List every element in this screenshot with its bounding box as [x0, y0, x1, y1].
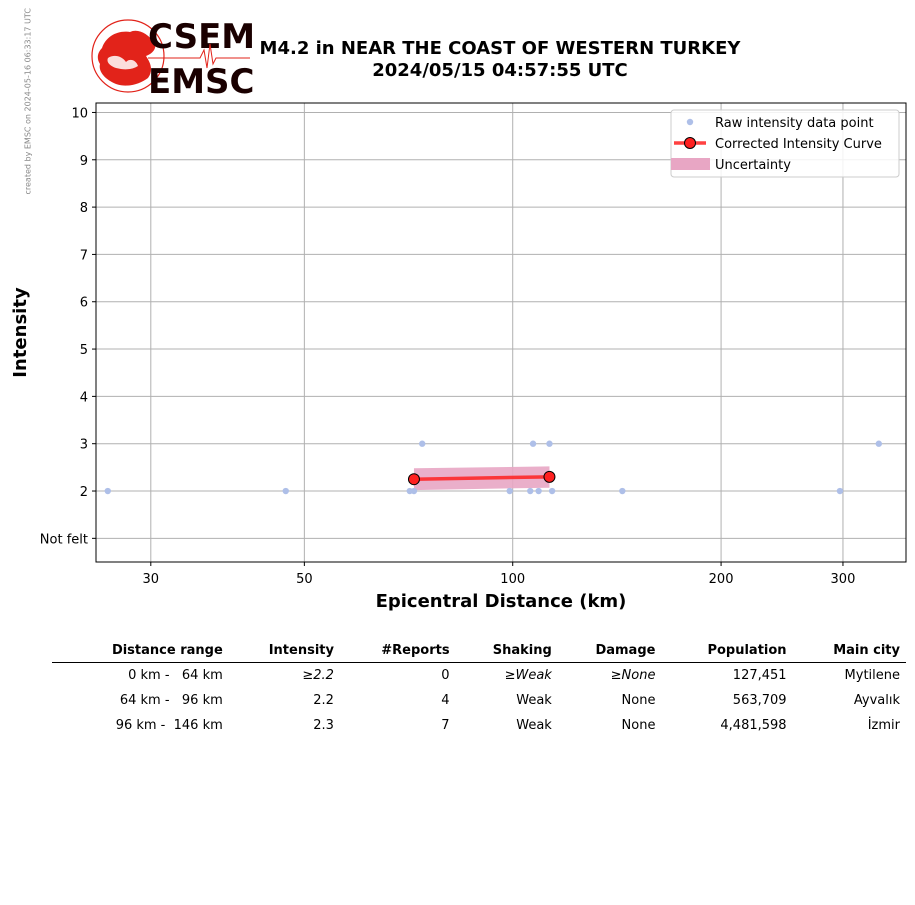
col-shaking: Shaking [455, 640, 558, 663]
cell-main-city: Ayvalık [853, 693, 900, 708]
cell-shaking: Weak [516, 718, 552, 733]
plot-frame [95, 102, 907, 563]
corrected-curve-line [413, 475, 550, 481]
col-main-city: Main city [792, 640, 906, 663]
raw-data-point [548, 487, 556, 495]
raw-data-point [546, 440, 553, 447]
raw-data-point [535, 487, 542, 495]
cell-population: 127,451 [732, 668, 787, 683]
legend-raw-label: Raw intensity data point [715, 116, 874, 131]
y-tick-label: 4 [80, 390, 88, 405]
cell-intensity: 2.2 [313, 693, 334, 708]
raw-data-point [619, 487, 626, 495]
cell-population: 563,709 [732, 693, 787, 708]
y-tick-label: 5 [80, 343, 88, 358]
cell-main-city: Mytilene [844, 668, 900, 683]
y-tick-label: 2 [80, 485, 88, 500]
raw-data-point [506, 487, 513, 495]
y-tick-label: 9 [80, 154, 88, 169]
raw-data-point [410, 487, 418, 495]
x-tick-label: 50 [296, 572, 313, 587]
legend-curve-label: Corrected Intensity Curve [715, 137, 882, 152]
cell-intensity: ≥2.2 [302, 668, 334, 683]
cell-reports: 0 [441, 668, 450, 683]
chart-title-line2: 2024/05/15 04:57:55 UTC [372, 60, 628, 81]
y-tick-label: 10 [71, 106, 88, 121]
col-intensity: Intensity [228, 640, 340, 663]
raw-data-point [419, 440, 426, 447]
cell-damage: None [621, 693, 656, 708]
cell-shaking: ≥Weak [504, 668, 552, 683]
raw-points-layer [104, 440, 883, 495]
cell-distance-range: 64 km - 96 km [119, 693, 223, 708]
table-row: 0 km - 64 km ≥2.2 0 ≥Weak ≥None 127,451 … [52, 663, 906, 689]
y-axis-label: Intensity [10, 287, 31, 378]
cell-intensity: 2.3 [313, 718, 334, 733]
y-tick-labels: Not felt 2 3 4 5 6 7 8 9 10 [40, 106, 96, 547]
y-tick-label: 7 [80, 248, 88, 263]
col-population: Population [661, 640, 793, 663]
y-tick-label: 6 [80, 296, 88, 311]
raw-data-point [875, 440, 883, 447]
cell-main-city: İzmir [867, 718, 900, 733]
chart-legend: Raw intensity data point Corrected Intens… [670, 109, 900, 178]
x-tick-label: 30 [143, 572, 160, 587]
cell-shaking: Weak [516, 693, 552, 708]
raw-data-point [527, 487, 534, 495]
cell-damage: None [621, 718, 656, 733]
table-row: 96 km - 146 km 2.3 7 Weak None 4,481,598… [52, 713, 906, 738]
logo-bottom-text: EMSC [148, 62, 255, 98]
cell-distance-range: 0 km - 64 km [128, 668, 223, 683]
x-tick-label: 200 [709, 572, 734, 587]
table-header-row: Distance range Intensity #Reports Shakin… [52, 640, 906, 663]
cell-population: 4,481,598 [720, 718, 787, 733]
legend-box [670, 109, 900, 178]
x-axis-label: Epicentral Distance (km) [376, 591, 627, 612]
raw-data-point [836, 487, 844, 495]
col-damage: Damage [557, 640, 662, 663]
intensity-chart: 30 50 100 200 300 Not felt 2 3 4 5 6 7 8 9 10 Epicent… [10, 102, 907, 612]
logo-top-text: CSEM [148, 18, 255, 57]
intensity-summary-table: Distance range Intensity #Reports Shakin… [52, 640, 906, 738]
legend-band-swatch [671, 158, 710, 170]
cell-reports: 7 [441, 718, 450, 733]
col-reports: #Reports [339, 640, 456, 663]
table-row: 64 km - 96 km 2.2 4 Weak None 563,709 Ay… [52, 688, 906, 713]
cell-reports: 4 [441, 693, 450, 708]
y-tick-label: Not felt [40, 532, 88, 547]
y-tick-label: 3 [80, 438, 88, 453]
cell-damage: ≥None [610, 668, 656, 683]
corrected-curve-marker [543, 470, 556, 483]
raw-data-point [104, 487, 111, 495]
chart-title-line1: M4.2 in NEAR THE COAST OF WESTERN TURKEY [259, 38, 741, 59]
x-tick-label: 100 [500, 572, 525, 587]
legend-raw-marker [686, 118, 694, 126]
x-tick-label: 300 [831, 572, 856, 587]
chart-title: M4.2 in NEAR THE COAST OF WESTERN TURKEY… [220, 38, 780, 82]
corrected-curve-marker [407, 473, 420, 486]
legend-band-label: Uncertainty [715, 158, 791, 173]
corrected-curve-layer [407, 470, 556, 486]
emsc-logo: CSEM EMSC [91, 18, 255, 98]
legend-curve-marker [684, 137, 696, 149]
y-tick-label: 8 [80, 201, 88, 216]
raw-data-point [529, 440, 537, 447]
raw-data-point [282, 487, 289, 495]
x-tick-labels: 30 50 100 200 300 [143, 562, 856, 587]
cell-distance-range: 96 km - 146 km [115, 718, 223, 733]
col-distance-range: Distance range [52, 640, 229, 663]
